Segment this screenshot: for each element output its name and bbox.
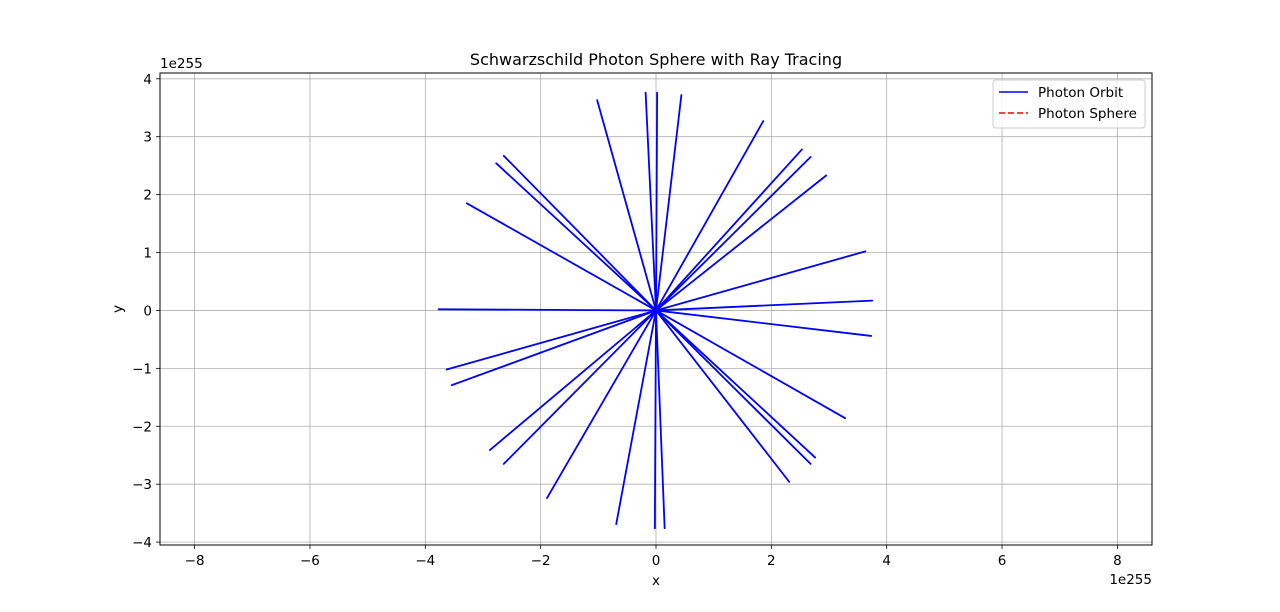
photon-orbit-ray (596, 99, 657, 312)
x-tick-label: 4 (882, 553, 891, 569)
x-tick-label: −4 (415, 553, 435, 569)
photon-orbit-series (437, 91, 874, 530)
y-tick-label: −3 (132, 477, 152, 493)
photon-orbit-ray (655, 91, 659, 312)
x-tick-label: −2 (531, 553, 551, 569)
photon-orbit-ray (655, 309, 791, 483)
photon-orbit-ray (655, 309, 817, 459)
x-tick-label: 6 (998, 553, 1007, 569)
legend-label-photon-sphere: Photon Sphere (1038, 106, 1137, 122)
y-axis-label: y (110, 305, 126, 313)
y-tick-label: 4 (143, 72, 152, 88)
photon-orbit-ray (502, 154, 657, 312)
photon-orbit-ray (655, 120, 765, 312)
y-tick-label: −1 (132, 361, 152, 377)
photon-orbit-ray (655, 309, 873, 337)
y-tick-label: 2 (143, 188, 152, 204)
photon-orbit-ray (445, 309, 657, 371)
y-tick-label: −2 (132, 419, 152, 435)
legend-box (992, 79, 1146, 129)
x-axis-offset-label: 1e255 (1109, 572, 1152, 588)
y-tick-label: 1 (143, 246, 152, 262)
y-axis: −4 −3 −2 −1 0 1 2 3 4 (132, 72, 160, 551)
photon-orbit-ray (655, 156, 812, 312)
x-axis-label: x (652, 573, 660, 589)
x-tick-label: 8 (1113, 553, 1122, 569)
photon-orbit-ray (655, 250, 867, 312)
y-axis-offset-label: 1e255 (160, 56, 203, 72)
photon-orbit-ray (655, 309, 847, 420)
photon-orbit-ray (615, 309, 657, 526)
photon-orbit-ray (488, 309, 657, 451)
chart-title: Schwarzschild Photon Sphere with Ray Tra… (470, 50, 842, 69)
photon-orbit-ray (655, 148, 803, 312)
photon-orbit-ray (653, 309, 657, 530)
y-tick-label: −4 (132, 535, 152, 551)
legend: Photon Orbit Photon Sphere (992, 79, 1146, 129)
photon-orbit-ray (546, 309, 657, 499)
x-tick-label: −6 (300, 553, 320, 569)
x-tick-label: 0 (652, 553, 661, 569)
photon-orbit-ray (655, 309, 812, 465)
photon-orbit-ray (465, 202, 657, 312)
photon-orbit-ray (655, 299, 874, 312)
photon-orbit-ray (655, 309, 666, 530)
photon-orbit-ray (644, 91, 657, 312)
y-tick-label: 0 (143, 303, 152, 319)
photon-orbit-ray (495, 162, 657, 312)
photon-orbit-ray (450, 309, 657, 387)
x-tick-label: 2 (767, 553, 776, 569)
y-tick-label: 3 (143, 130, 152, 146)
photon-orbit-ray (655, 94, 683, 312)
photon-orbit-ray (437, 308, 657, 312)
x-tick-label: −8 (185, 553, 205, 569)
x-axis: −8 −6 −4 −2 0 2 4 6 8 (185, 545, 1122, 569)
photon-orbit-ray (655, 174, 828, 312)
legend-label-photon-orbit: Photon Orbit (1038, 85, 1123, 101)
photon-orbit-ray (502, 309, 657, 465)
